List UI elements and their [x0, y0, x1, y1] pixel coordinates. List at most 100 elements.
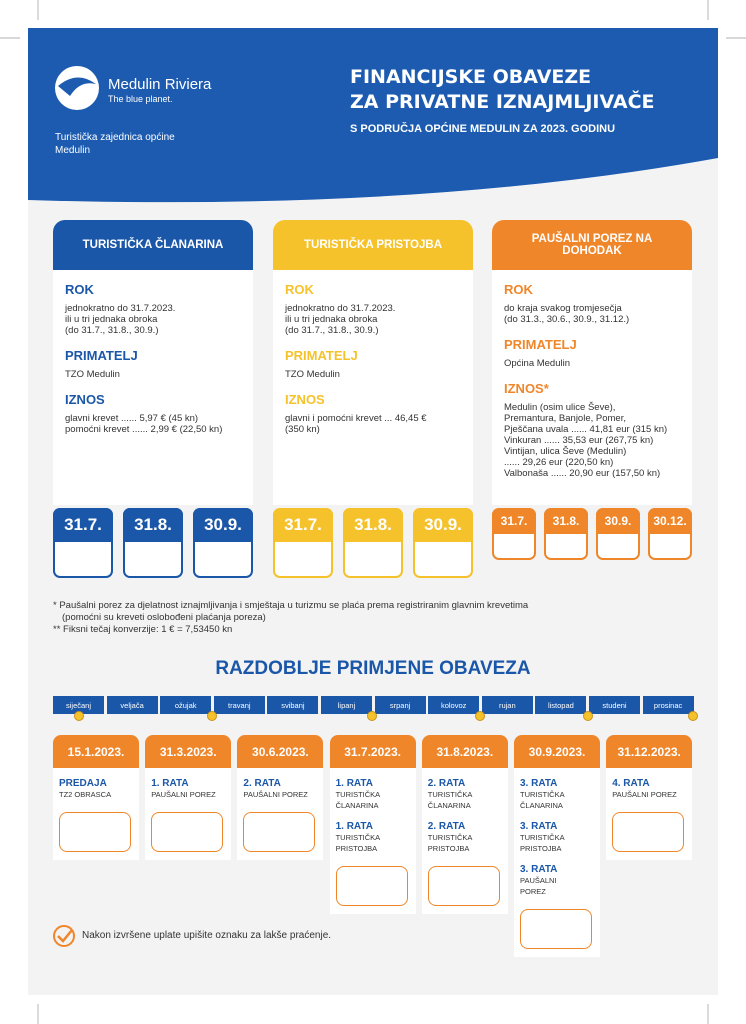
month: studeni — [589, 696, 640, 714]
month: siječanj — [53, 696, 104, 714]
deadline-content: 4. RATA PAUŠALNI POREZ — [612, 778, 686, 852]
check-box — [243, 812, 316, 852]
item-line: ČLANARINA — [427, 801, 471, 810]
footnote: * Paušalni porez za djelatnost iznajmlji… — [53, 600, 529, 611]
deadline-date: 30.6.2023. — [237, 735, 324, 768]
deadline-content: 3. RATA TURISTIČKA ČLANARINA 3. RATA TURISTI… — [520, 778, 594, 949]
section-line: Vintijan, ulica Ševe (Medulin) — [504, 446, 627, 457]
section-line: Premantura, Banjole, Pomer, — [504, 413, 626, 424]
month: srpanj — [374, 696, 426, 714]
month: travanj — [213, 696, 265, 714]
coin-icon — [207, 711, 217, 721]
subtitle: S PODRUČJA OPĆINE MEDULIN ZA 2023. GODIN… — [350, 123, 616, 135]
deadline-body: 1. RATA PAUŠALNI POREZ — [145, 768, 232, 860]
month: kolovoz — [428, 696, 480, 714]
check-box — [612, 812, 685, 852]
item-line: PRISTOJBA — [335, 844, 378, 853]
card-header: PAUŠALNI POREZ NA DOHODAK — [492, 220, 692, 270]
title: ZA PRIVATNE IZNAJMLJIVAČE — [350, 91, 655, 113]
section-line: Pješčana uvala ...... 41,81 eur (315 kn) — [504, 424, 668, 435]
date-label: 31.8. — [343, 508, 403, 542]
deadline-date: 15.1.2023. — [53, 735, 139, 768]
logo-name: Medulin Riviera — [108, 76, 212, 93]
item-heading: 4. RATA — [612, 778, 650, 789]
date-label: 31.8. — [123, 508, 183, 542]
item-heading: 2. RATA — [427, 821, 466, 832]
title: FINANCIJSKE OBAVEZE — [350, 66, 592, 88]
coin-icon — [475, 711, 485, 721]
month: prosinac — [642, 696, 694, 714]
section-line: (350 kn) — [285, 424, 320, 435]
section-line: jednokratno do 31.7.2023. — [285, 303, 396, 314]
section-line: (do 31.3., 30.6., 30.9., 31.12.) — [504, 314, 630, 325]
section-heading: ROK — [65, 282, 94, 297]
deadline-body: PREDAJA TZ2 OBRASCA — [53, 768, 139, 860]
check-box — [427, 866, 500, 906]
section-line: TZO Medulin — [65, 369, 120, 380]
section-line: Vinkuran ...... 35,53 eur (267,75 kn) — [504, 435, 654, 446]
coin-icon — [688, 711, 698, 721]
deadline-date: 31.8.2023. — [421, 735, 508, 768]
item-line: PAUŠALNI POREZ — [151, 790, 216, 799]
card-body: ROK do kraja svakog tromjesečja (do 31.3.,… — [492, 270, 692, 505]
deadline-body: 3. RATA TURISTIČKA ČLANARINA 3. RATA TURISTI… — [514, 768, 600, 957]
date-label: 31.8. — [544, 508, 588, 534]
item-line: TZ2 OBRASCA — [59, 790, 112, 799]
item-line: POREZ — [520, 887, 546, 896]
date-label: 31.7. — [273, 508, 333, 542]
section-line: jednokratno do 31.7.2023. — [65, 303, 176, 314]
section-heading: PRIMATELJ — [504, 337, 577, 352]
deadline-content: 2. RATA TURISTIČKA ČLANARINA 2. RATA TURISTI… — [427, 778, 502, 906]
org: Turistička zajednica općine — [55, 132, 175, 143]
date-label: 30.9. — [413, 508, 473, 542]
item-line: PAUŠALNI POREZ — [243, 790, 308, 799]
footer: Nakon izvršene uplate upišite oznaku za … — [82, 930, 332, 941]
card-content: ROK jednokratno do 31.7.2023. ili u tri je… — [65, 282, 241, 435]
coin-icon — [583, 711, 593, 721]
item-line: TURISTIČKA — [520, 833, 565, 842]
check-box — [59, 812, 131, 852]
date-label: 31.7. — [53, 508, 113, 542]
deadline-content: PREDAJA TZ2 OBRASCA — [59, 778, 133, 852]
org: Medulin — [55, 145, 91, 156]
section-heading: IZNOS* — [504, 381, 549, 396]
item-line: TURISTIČKA — [335, 790, 381, 799]
footnote: (pomoćni su kreveti oslobođeni plaćanja … — [62, 612, 266, 623]
month: rujan — [481, 696, 533, 714]
item-heading: 1. RATA — [151, 778, 189, 789]
check-box — [520, 909, 592, 949]
section-line: ili u tri jednaka obroka — [65, 314, 158, 325]
card-content: ROK jednokratno do 31.7.2023. ili u tri je… — [285, 282, 461, 435]
section-line: (do 31.7., 31.8., 30.9.) — [285, 325, 379, 336]
section-line: Valbonaša ...... 20,90 eur (157,50 kn) — [504, 468, 661, 479]
item-line: PAUŠALNI — [520, 876, 557, 885]
timeline-title: RAZDOBLJE PRIMJENE OBAVEZA — [215, 658, 531, 679]
deadline-content: 2. RATA PAUŠALNI POREZ — [243, 778, 317, 852]
month: listopad — [535, 696, 587, 714]
check-box — [151, 812, 224, 852]
card-content: ROK do kraja svakog tromjesečja (do 31.3.,… — [504, 282, 680, 479]
deadline-date: 30.9.2023. — [514, 735, 600, 768]
item-heading: 1. RATA — [335, 821, 374, 832]
section-line: ili u tri jednaka obroka — [285, 314, 378, 325]
card-body: ROK jednokratno do 31.7.2023. ili u tri je… — [53, 270, 253, 505]
section-heading: ROK — [504, 282, 533, 297]
section-line: (do 31.7., 31.8., 30.9.) — [65, 325, 159, 336]
deadline-body: 1. RATA TURISTIČKA ČLANARINA 1. RATA TURISTI… — [329, 768, 416, 914]
footnote: ** Fiksni tečaj konverzije: 1 € = 7,5345… — [53, 624, 233, 635]
month: svibanj — [267, 696, 319, 714]
date-label: 31.7. — [492, 508, 536, 534]
deadline-content: 1. RATA TURISTIČKA ČLANARINA 1. RATA TURISTI… — [335, 778, 410, 906]
section-line: ...... 29,26 eur (220,50 kn) — [504, 457, 614, 468]
item-line: ČLANARINA — [335, 801, 379, 810]
item-heading: 3. RATA — [520, 821, 558, 832]
section-line: do kraja svakog tromjesečja — [504, 303, 622, 314]
deadline-date: 31.7.2023. — [329, 735, 416, 768]
section-heading: ROK — [285, 282, 314, 297]
item-heading: 2. RATA — [243, 778, 281, 789]
card-body: ROK jednokratno do 31.7.2023. ili u tri je… — [273, 270, 473, 505]
section-heading: PRIMATELJ — [285, 348, 358, 363]
month: lipanj — [321, 696, 372, 714]
month: ožujak — [160, 696, 212, 714]
